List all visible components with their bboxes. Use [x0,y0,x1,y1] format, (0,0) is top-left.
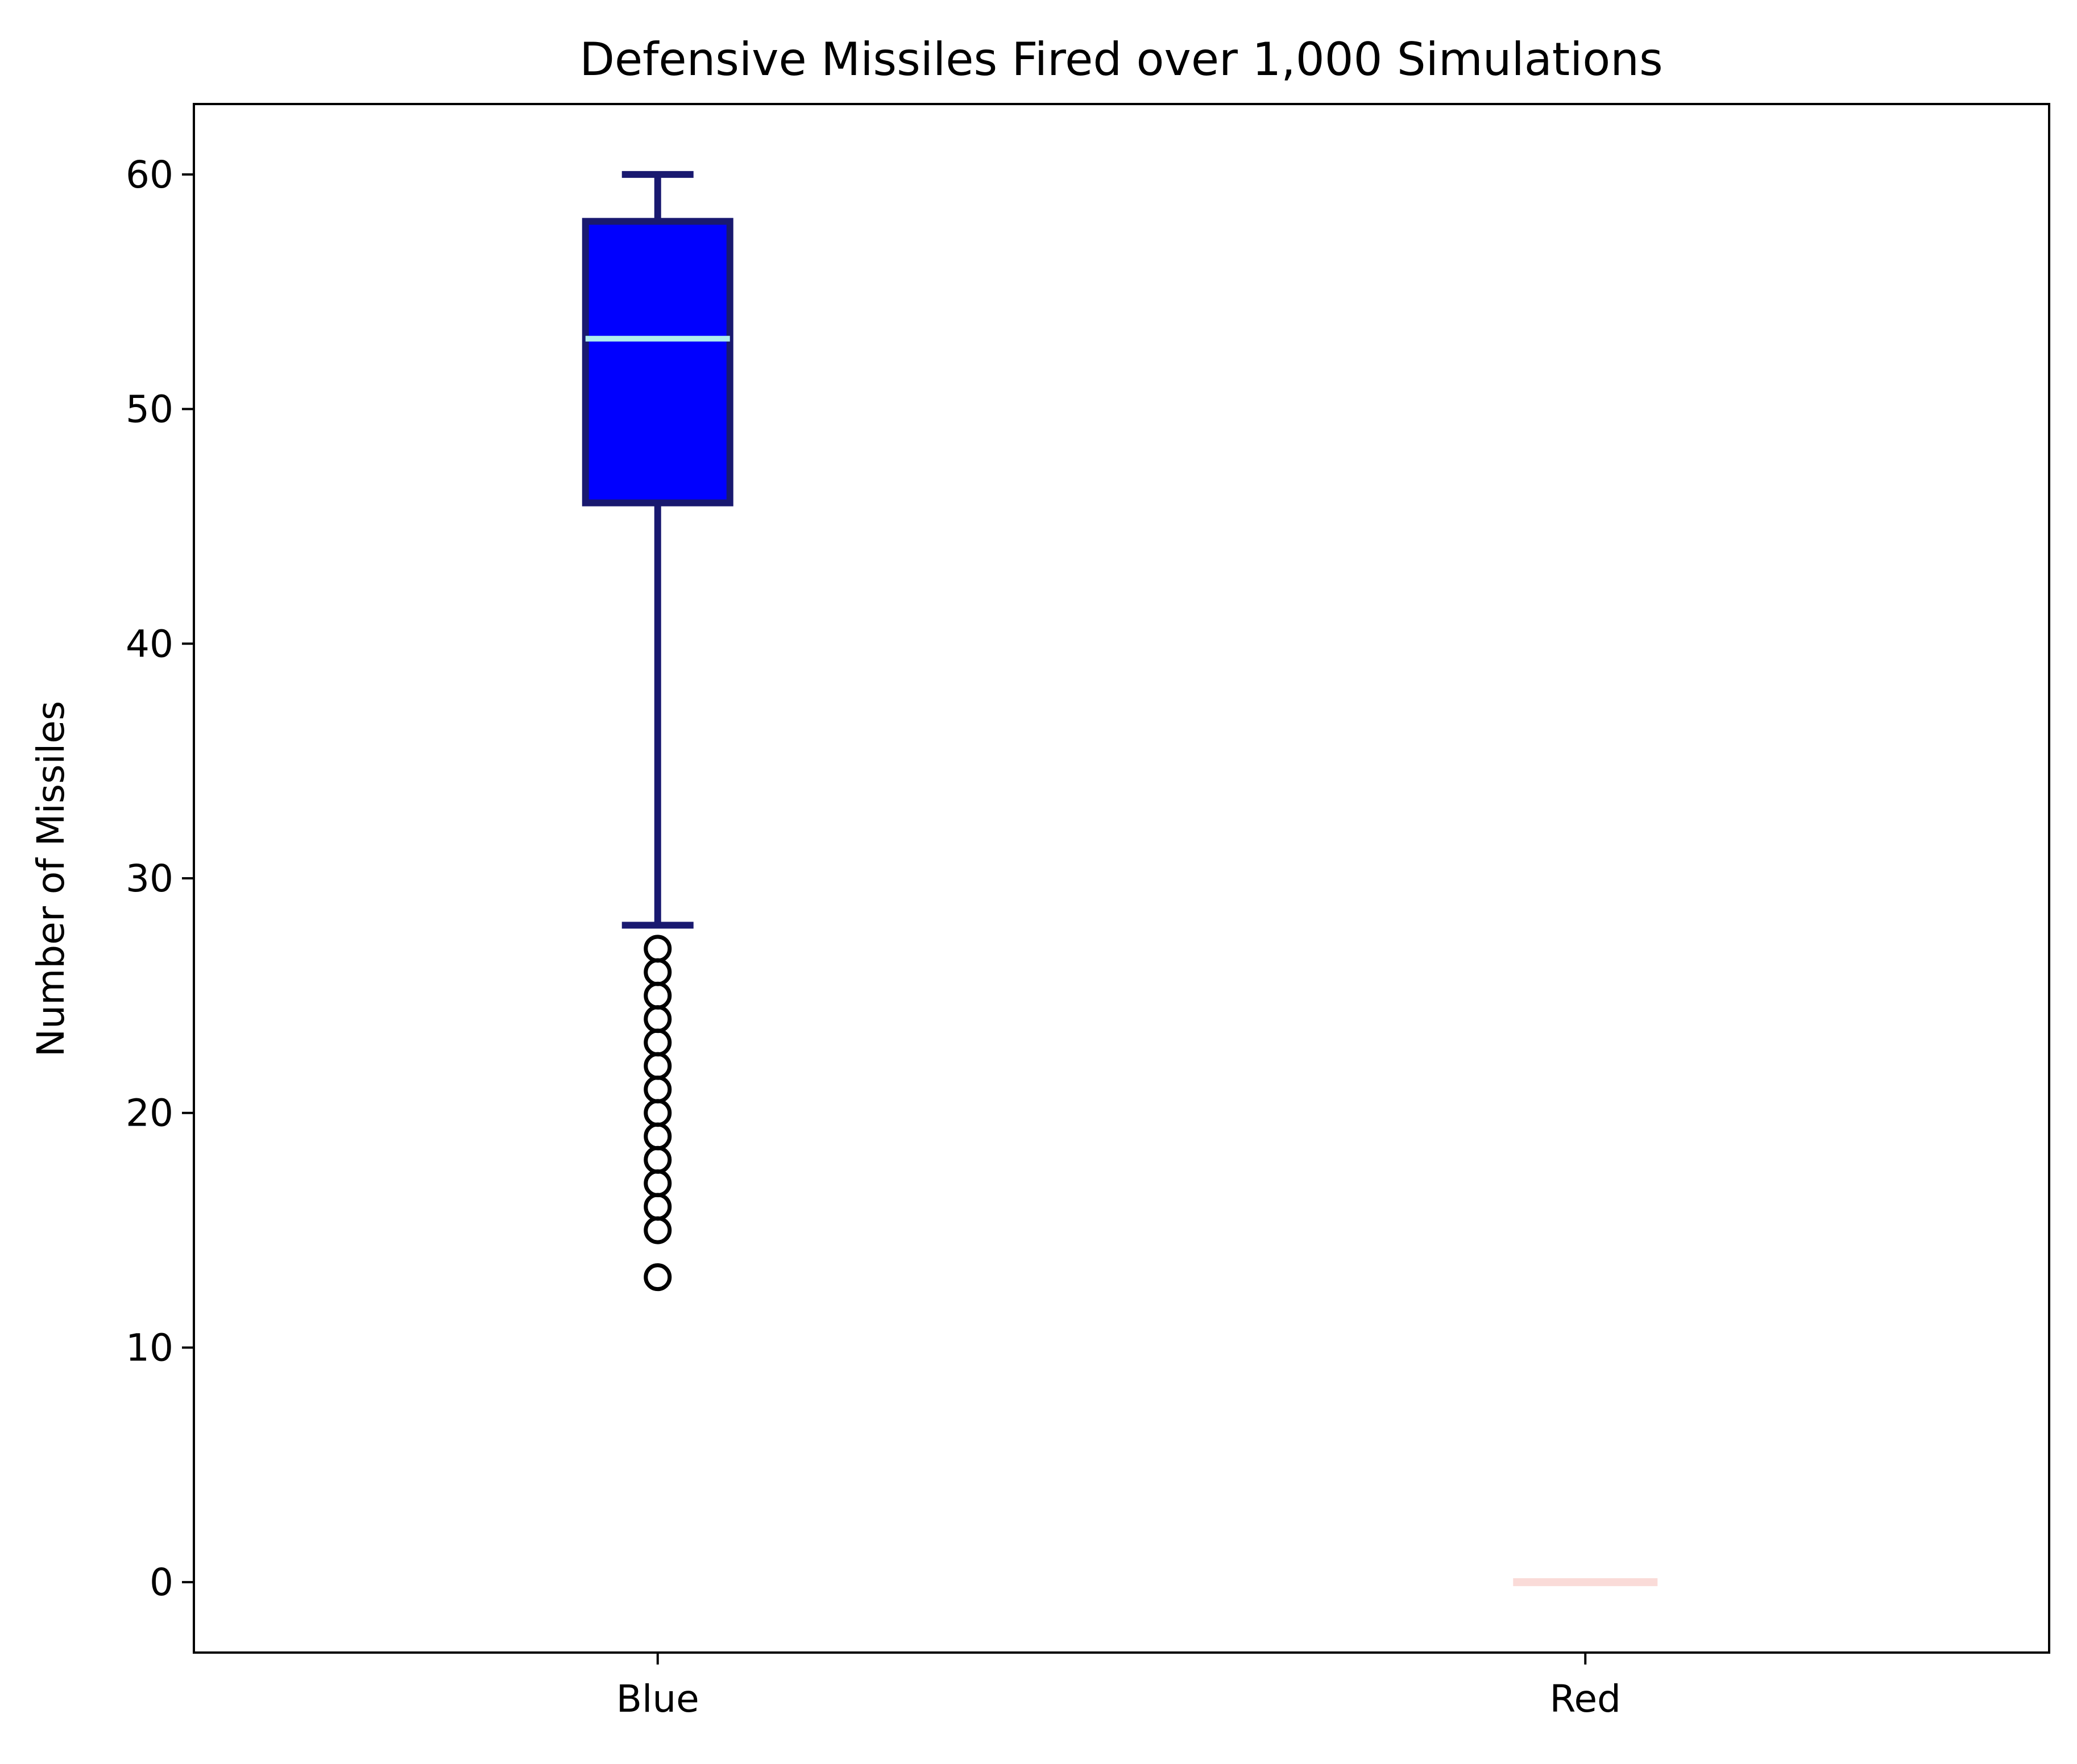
x-tick-label-red: Red [1550,1677,1621,1721]
plot-area: 0 10 20 30 40 50 60 Blue Red [126,153,1658,1721]
y-tick-label-40: 40 [126,622,173,666]
y-tick-label-10: 10 [126,1326,173,1369]
x-tick-label-blue: Blue [616,1677,699,1721]
plot-frame [193,103,2050,1654]
y-tick-label-50: 50 [126,388,173,431]
blue-outlier-point [644,1263,672,1292]
y-tick-label-0: 0 [150,1560,173,1604]
y-tick-label-20: 20 [126,1091,173,1135]
y-axis-label: Number of Missiles [29,701,73,1057]
y-tick-label-60: 60 [126,153,173,197]
blue-box [582,218,733,507]
chart-title: Defensive Missiles Fired over 1,000 Simu… [579,33,1663,86]
blue-outlier-point [644,1216,672,1244]
y-tick-label-30: 30 [126,857,173,900]
